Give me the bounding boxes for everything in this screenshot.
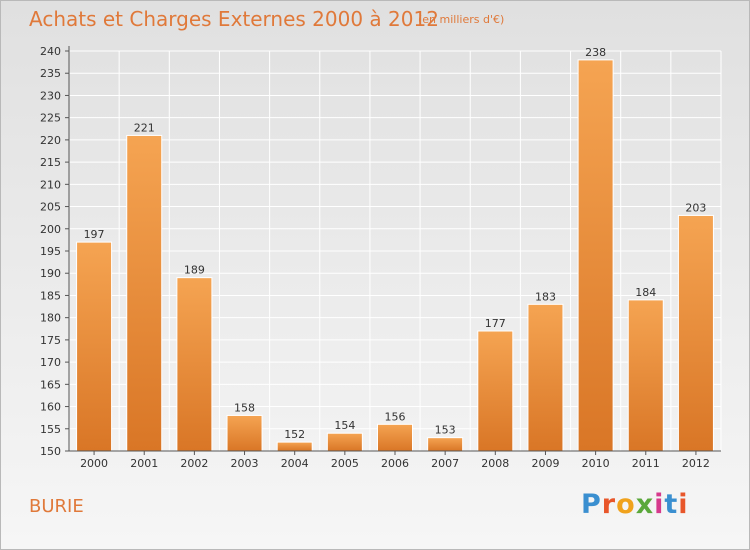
bar — [377, 423, 413, 452]
commune-name: BURIE — [29, 496, 84, 517]
value-label: 153 — [435, 424, 456, 437]
bar — [427, 437, 464, 452]
y-tick-label: 160 — [40, 401, 61, 414]
value-label: 183 — [535, 290, 556, 303]
bar — [677, 214, 714, 452]
brand-letter: o — [616, 489, 636, 520]
value-label: 154 — [334, 419, 355, 432]
x-tick-label: 2002 — [180, 457, 208, 470]
y-tick-label: 240 — [40, 45, 61, 58]
brand-letter: x — [635, 489, 655, 520]
brand-letter: i — [654, 489, 665, 520]
x-tick-label: 2010 — [582, 457, 610, 470]
y-tick-label: 170 — [40, 356, 61, 369]
x-tick-label: 2004 — [281, 457, 309, 470]
bar — [176, 277, 213, 452]
chart-unit: (en milliers d'€) — [418, 13, 505, 26]
value-label: 152 — [284, 428, 305, 441]
value-label: 238 — [585, 46, 606, 59]
x-tick-label: 2009 — [531, 457, 559, 470]
x-tick-label: 2001 — [130, 457, 158, 470]
x-tick-label: 2005 — [331, 457, 359, 470]
value-label: 197 — [84, 228, 105, 241]
x-tick-label: 2008 — [481, 457, 509, 470]
y-tick-label: 195 — [40, 245, 61, 258]
brand-letter: t — [664, 489, 679, 520]
chart-title: Achats et Charges Externes 2000 à 2012 — [29, 7, 439, 31]
brand-letter: P — [581, 489, 602, 520]
proxiti-logo[interactable]: Proxiti — [581, 489, 689, 520]
bar — [326, 432, 363, 452]
y-tick-label: 185 — [40, 289, 61, 302]
y-tick-label: 155 — [40, 423, 61, 436]
bar — [577, 59, 614, 452]
y-tick-label: 225 — [40, 112, 61, 125]
y-tick-label: 165 — [40, 378, 61, 391]
y-tick-label: 205 — [40, 201, 61, 214]
bar — [126, 134, 163, 452]
value-label: 203 — [685, 201, 706, 214]
x-tick-label: 2007 — [431, 457, 459, 470]
y-tick-label: 150 — [40, 445, 61, 458]
x-tick-label: 2011 — [632, 457, 660, 470]
x-tick-label: 2012 — [682, 457, 710, 470]
y-tick-label: 175 — [40, 334, 61, 347]
bar — [527, 303, 564, 452]
y-tick-label: 200 — [40, 223, 61, 236]
y-tick-label: 210 — [40, 178, 61, 191]
y-tick-label: 230 — [40, 89, 61, 102]
bar — [226, 414, 263, 452]
y-tick-label: 220 — [40, 134, 61, 147]
y-tick-label: 180 — [40, 312, 61, 325]
bar — [477, 330, 514, 452]
value-label: 221 — [134, 121, 155, 134]
brand-letter: r — [601, 489, 617, 520]
y-tick-label: 235 — [40, 67, 61, 80]
bar — [627, 299, 664, 452]
value-label: 189 — [184, 264, 205, 277]
y-tick-label: 190 — [40, 267, 61, 280]
bar — [276, 441, 313, 452]
x-tick-label: 2000 — [80, 457, 108, 470]
y-tick-label: 215 — [40, 156, 61, 169]
value-label: 184 — [635, 286, 656, 299]
x-tick-label: 2003 — [231, 457, 259, 470]
x-tick-label: 2006 — [381, 457, 409, 470]
brand-letter: i — [678, 489, 689, 520]
bar — [76, 241, 113, 452]
value-label: 158 — [234, 401, 255, 414]
value-label: 156 — [385, 410, 406, 423]
value-label: 177 — [485, 317, 506, 330]
